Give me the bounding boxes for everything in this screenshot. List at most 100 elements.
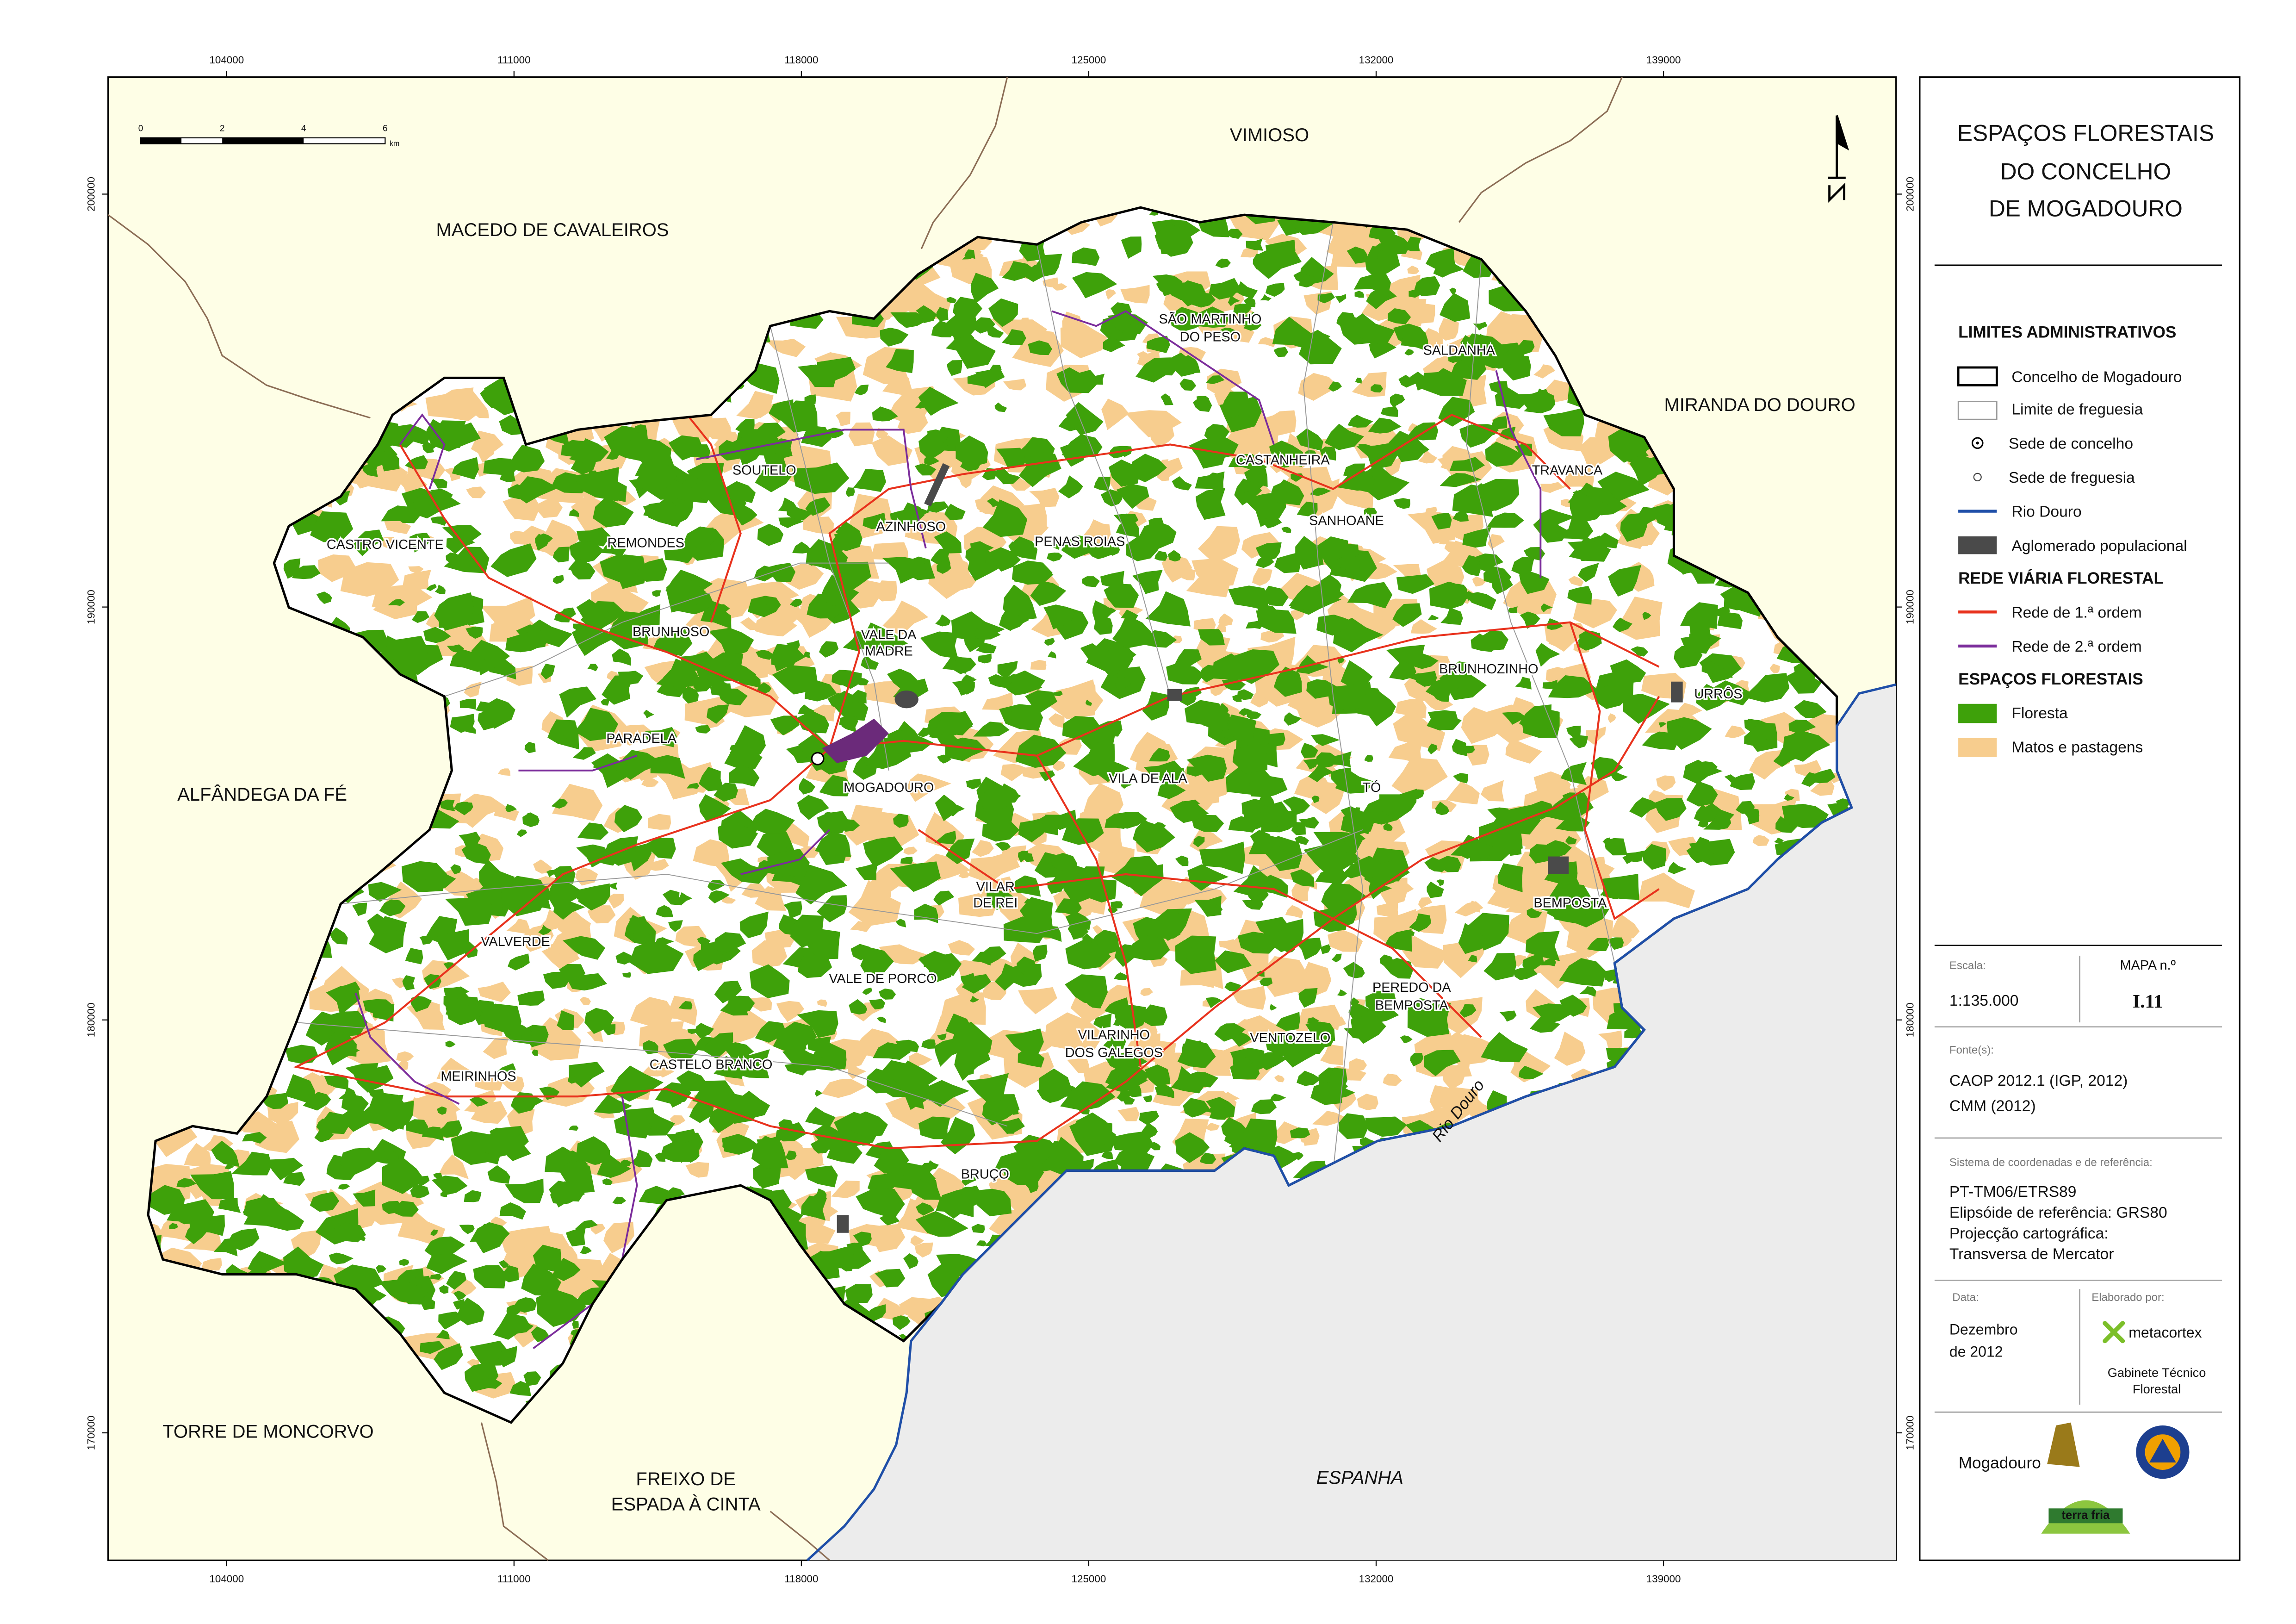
land-patch — [1009, 1108, 1019, 1115]
land-patch — [612, 648, 631, 666]
land-patch — [947, 360, 962, 376]
land-patch — [1565, 836, 1577, 845]
land-patch — [1535, 643, 1560, 667]
land-patch — [895, 1039, 919, 1052]
land-patch — [526, 890, 552, 909]
land-patch — [1245, 620, 1263, 629]
land-patch — [952, 334, 996, 369]
land-patch — [829, 362, 848, 376]
land-patch — [1157, 778, 1186, 799]
land-patch — [645, 838, 676, 859]
land-patch — [620, 1159, 632, 1166]
land-patch — [1136, 821, 1175, 852]
land-patch — [1600, 877, 1632, 900]
land-patch — [409, 532, 432, 553]
land-patch — [1379, 789, 1417, 821]
land-patch — [1224, 982, 1241, 991]
land-patch — [1267, 1121, 1313, 1144]
land-patch — [686, 783, 700, 789]
land-patch — [1172, 768, 1185, 777]
land-patch — [1407, 265, 1419, 274]
land-patch — [1062, 818, 1104, 845]
land-patch — [1282, 796, 1310, 816]
land-patch — [853, 468, 887, 492]
land-patch — [1446, 781, 1480, 805]
land-patch — [1206, 375, 1225, 384]
land-patch — [1455, 1061, 1472, 1077]
land-patch — [444, 547, 490, 573]
land-patch — [533, 859, 552, 874]
land-patch — [568, 1079, 595, 1098]
land-patch — [1044, 809, 1076, 830]
land-patch — [490, 543, 537, 577]
legend-heading: REDE VIÁRIA FLORESTAL — [1958, 569, 2164, 587]
land-patch — [1228, 295, 1241, 306]
land-patch — [603, 1221, 634, 1253]
land-patch — [1086, 699, 1092, 706]
land-patch — [568, 1125, 579, 1131]
concelho-boundary — [147, 206, 1853, 1424]
land-patch — [612, 1196, 627, 1205]
land-patch — [756, 682, 772, 694]
land-patch — [995, 842, 1011, 851]
land-patch — [755, 614, 797, 637]
land-patch — [1526, 931, 1560, 961]
land-patch — [1009, 454, 1025, 467]
land-patch — [1425, 506, 1437, 513]
land-patch — [815, 1089, 823, 1097]
land-patch — [1440, 607, 1463, 625]
land-patch — [579, 996, 591, 1005]
land-patch — [1432, 1087, 1479, 1125]
land-patch — [424, 1236, 465, 1260]
land-patch — [549, 1181, 585, 1208]
land-patch — [1018, 451, 1061, 487]
land-patch — [1324, 423, 1364, 450]
land-patch — [836, 411, 850, 427]
land-patch — [797, 795, 829, 820]
land-patch — [924, 454, 940, 466]
info-label: Sistema de coordenadas e de referência: — [1949, 1157, 2153, 1169]
land-patch — [176, 1178, 197, 1188]
land-patch — [772, 644, 806, 672]
land-patch — [430, 1273, 442, 1280]
land-patch — [1604, 678, 1634, 692]
land-patch — [1018, 851, 1029, 863]
land-patch — [1369, 340, 1396, 359]
land-patch — [1569, 735, 1588, 748]
land-patch — [399, 1259, 410, 1266]
parish-label: VALE DA — [861, 628, 917, 642]
land-patch — [1515, 677, 1532, 690]
land-patch — [729, 725, 766, 764]
x-tick-label: 139000 — [1646, 1573, 1681, 1585]
parish-label: VALE DE PORCO — [829, 971, 937, 986]
land-patch — [935, 614, 951, 627]
land-patch — [1563, 465, 1594, 489]
land-patch — [577, 822, 609, 840]
land-patch — [459, 832, 481, 847]
land-patch — [1222, 1092, 1240, 1103]
land-patch — [1056, 367, 1102, 393]
land-patch — [1252, 568, 1272, 586]
land-patch — [1492, 578, 1513, 595]
land-patch — [1396, 574, 1435, 594]
land-patch — [607, 611, 649, 650]
land-patch — [1622, 855, 1632, 864]
land-patch — [1413, 789, 1424, 800]
land-patch — [522, 812, 540, 828]
land-patch — [557, 1010, 574, 1030]
land-patch — [389, 921, 403, 931]
land-patch — [1273, 347, 1289, 357]
land-patch — [754, 402, 771, 418]
land-patch — [1092, 600, 1115, 622]
land-patch — [1354, 820, 1371, 834]
land-patch — [1129, 935, 1170, 961]
land-patch — [815, 832, 851, 858]
land-patch — [1311, 330, 1331, 341]
land-patch — [875, 580, 897, 602]
land-patch — [226, 1228, 260, 1251]
land-patch — [920, 631, 958, 659]
legend-symbol — [1957, 401, 1998, 420]
land-patch — [1427, 743, 1438, 754]
land-patch — [740, 753, 760, 767]
land-patch — [653, 628, 693, 656]
